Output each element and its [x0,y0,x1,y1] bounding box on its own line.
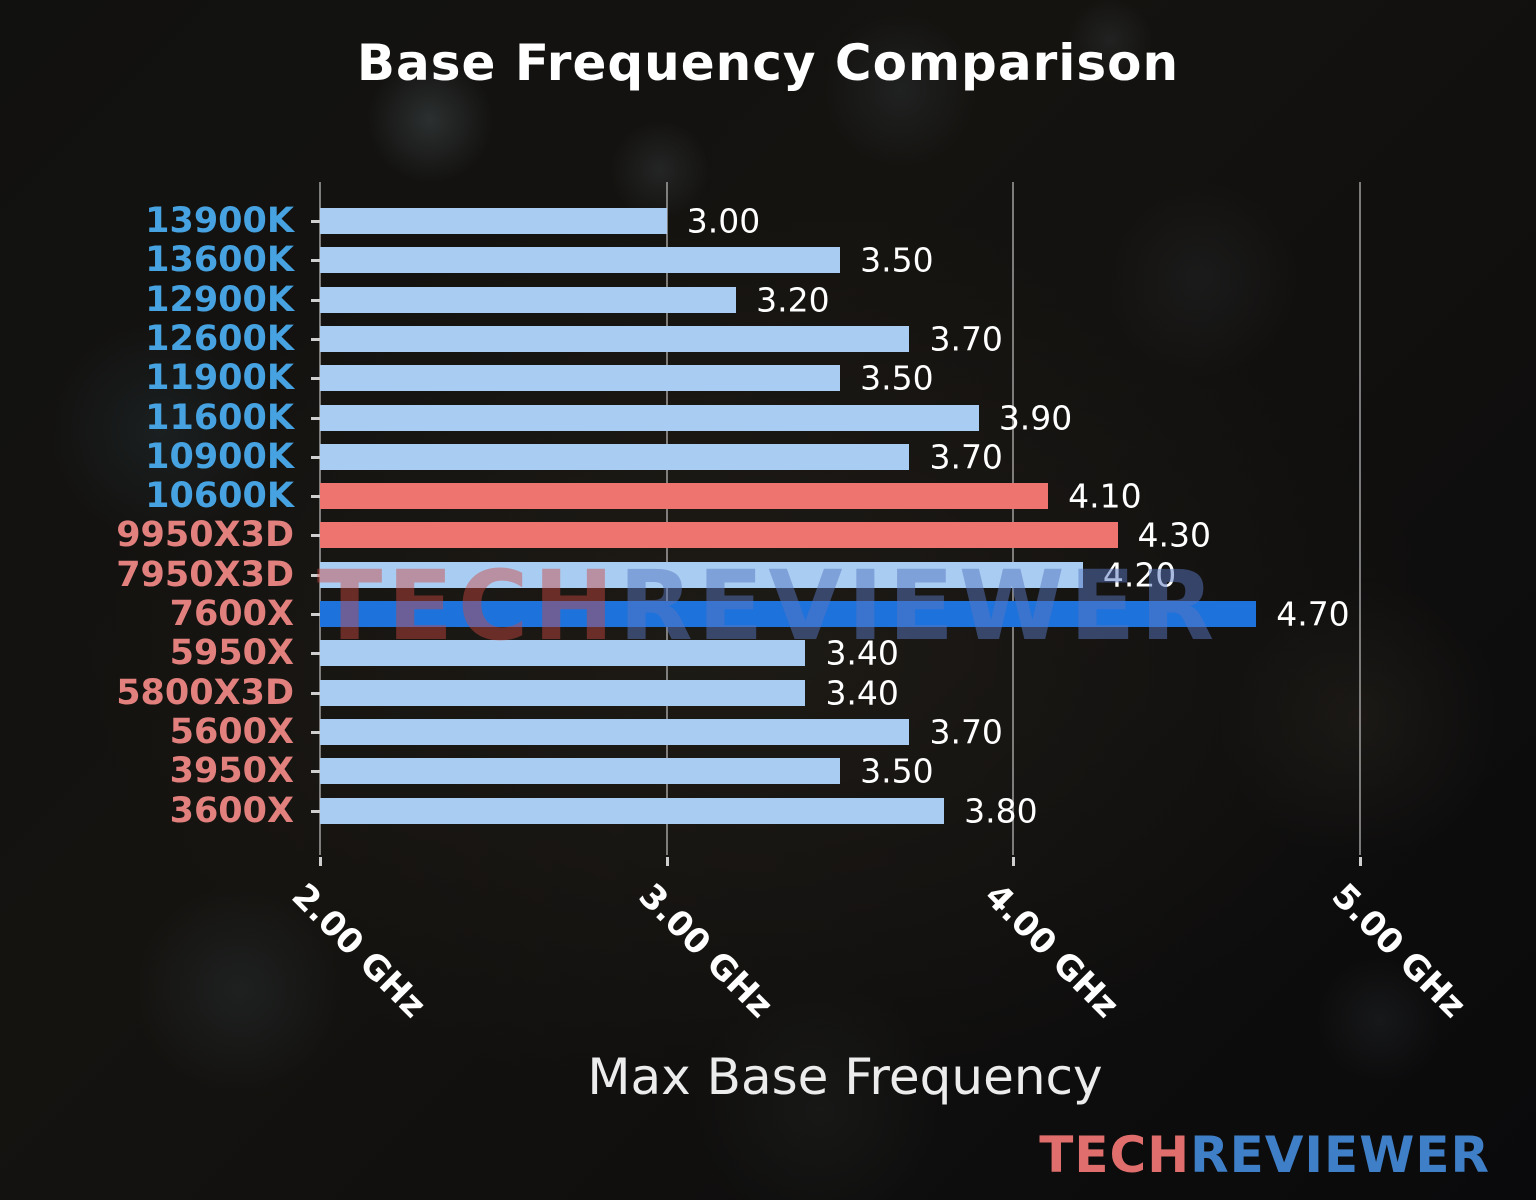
chart-row: 7950X3D 4.20 [116,555,1492,595]
value-label: 3.40 [825,633,899,673]
category-label: 12900K [145,279,294,320]
y-tick-mark [311,220,320,223]
y-tick-mark [311,259,320,263]
category-label: 3950X [169,751,294,792]
plot-area: 13900K 3.00 13600K 3.50 12900K 3.20 12600K 3.70… [116,182,1492,1026]
value-label: 3.70 [929,319,1003,359]
category-label: 12600K [145,318,294,359]
bar [320,325,910,352]
chart-row: 3600X 3.80 [170,791,1492,831]
value-label: 3.70 [929,437,1003,477]
y-tick-mark [311,770,320,774]
x-tick-mark [319,857,322,866]
category-label: 9950X3D [116,515,294,556]
category-label: 5950X [169,633,294,674]
gridline [319,182,321,855]
chart-row: 12900K 3.20 [145,280,1492,320]
gridline [665,182,668,855]
bar [320,365,841,392]
chart-row: 13900K 3.00 [145,201,1492,241]
x-tick-mark [1359,857,1363,866]
chart-row: 11900K 3.50 [145,358,1492,398]
category-label: 11900K [145,358,294,399]
value-label: 3.00 [686,201,761,241]
logo-reviewer: REVIEWER [1190,1126,1490,1184]
chart-row: 12600K 3.70 [145,319,1492,359]
gridline [1012,182,1015,855]
y-tick-mark [311,534,320,538]
category-label: 5800X3D [116,672,294,713]
y-tick-mark [311,691,320,695]
value-label: 3.80 [964,791,1038,830]
y-tick-mark [311,416,320,420]
y-tick-mark [311,298,320,302]
chart-row: 5600X 3.70 [170,712,1492,752]
bar [320,404,979,431]
bar [320,443,910,470]
x-tick-mark [1012,857,1016,866]
category-label: 13900K [145,201,294,241]
value-label: 3.90 [998,398,1073,437]
bar [320,561,1083,588]
value-label: 3.50 [860,751,934,791]
category-label: 10600K [145,476,294,517]
chart-row: 5950X 3.40 [170,633,1492,673]
chart-row: 10900K 3.70 [145,437,1492,477]
value-label: 4.10 [1068,476,1142,516]
chart-row: 7600X 4.70 [170,594,1492,634]
y-tick-mark [311,573,320,577]
bar [320,208,667,234]
chart-row: 5800X3D 3.40 [116,673,1492,713]
value-label: 3.50 [860,358,934,398]
x-axis-label: Max Base Frequency [587,1048,1103,1106]
value-label: 4.70 [1276,594,1350,634]
bar [320,601,1257,627]
chart-row: 11600K 3.90 [145,398,1492,438]
y-tick-mark [311,337,320,341]
gridline [1359,182,1362,855]
category-label: 7600X [169,594,294,634]
x-tick-mark [665,857,669,866]
y-tick-mark [311,730,320,734]
value-label: 3.70 [929,712,1003,752]
chart-title: Base Frequency Comparison [356,34,1180,92]
value-label: 3.50 [860,240,934,280]
y-tick-mark [311,652,320,656]
value-label: 3.20 [756,280,830,320]
bar [320,247,841,274]
y-tick-mark [311,613,320,616]
category-label: 5600X [169,711,294,752]
chart-row: 13600K 3.50 [145,240,1492,280]
category-label: 10900K [145,436,294,477]
bar [320,797,945,824]
bar [320,522,1118,549]
bar [320,286,737,313]
y-tick-mark [311,809,320,813]
y-tick-mark [311,377,320,381]
bar [320,758,841,785]
y-tick-mark [311,495,320,499]
chart-row: 9950X3D 4.30 [116,515,1492,555]
category-label: 3600X [169,790,294,831]
chart-row: 3950X 3.50 [170,751,1492,791]
category-label: 13600K [145,240,294,281]
bar [320,483,1049,510]
bar [320,679,806,706]
value-label: 4.30 [1137,515,1211,555]
chart-row: 10600K 4.10 [145,476,1492,516]
logo-tech: TECH [1039,1126,1191,1184]
bar [320,718,910,745]
value-label: 3.40 [825,673,899,713]
y-tick-mark [311,455,320,459]
category-label: 11600K [145,397,294,438]
techreviewer-logo: TECHREVIEWER [1039,1126,1490,1184]
category-label: 7950X3D [116,554,294,595]
value-label: 4.20 [1102,555,1177,595]
bar [320,640,806,667]
